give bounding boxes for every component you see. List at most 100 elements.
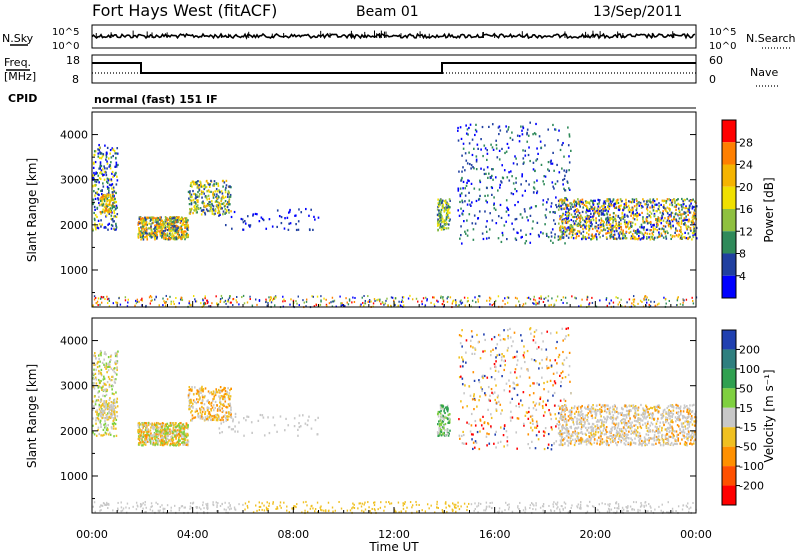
data-cell [646,235,648,239]
data-cell [163,431,166,434]
data-cell [480,148,482,151]
data-cell [101,197,104,201]
ground-scatter-cell [467,299,469,302]
data-cell [570,228,572,231]
data-cell [529,232,532,236]
ground-scatter-cell [402,296,405,299]
data-cell [163,222,166,226]
data-cell [214,414,217,417]
data-cell [634,236,636,239]
data-cell [565,335,567,338]
data-cell [592,209,594,212]
data-cell [461,213,464,216]
data-cell [501,231,504,235]
data-cell [99,360,101,363]
data-cell [100,399,102,403]
data-cell [564,198,566,201]
ground-scatter-cell [163,300,165,303]
data-cell [616,201,618,205]
data-cell [567,236,570,239]
data-cell [457,189,460,192]
data-cell [653,206,655,209]
data-cell [559,235,561,238]
data-cell [107,375,110,379]
data-cell [227,418,229,421]
data-cell [593,214,595,217]
data-cell [102,174,104,177]
data-cell [141,439,143,442]
data-cell [113,201,116,204]
ground-scatter-cell [164,304,167,307]
data-cell [92,424,94,427]
data-cell [138,434,141,437]
ground-scatter-cell [393,299,395,302]
ground-scatter-cell [533,302,535,305]
data-cell [597,198,600,202]
data-cell [488,228,491,231]
data-cell [106,427,109,430]
data-cell [625,198,627,201]
data-cell [112,193,114,196]
ground-scatter-cell [575,297,577,300]
data-cell [568,161,571,164]
data-cell [447,223,450,226]
data-cell [639,231,642,234]
data-cell [466,219,468,222]
ground-scatter-cell [158,304,160,307]
data-cell [438,214,440,217]
data-cell [195,199,198,202]
data-cell [546,364,548,368]
data-cell [197,186,200,190]
data-cell [475,160,478,163]
data-cell [167,441,169,444]
data-cell [288,210,291,213]
data-cell [441,199,444,202]
data-cell [442,408,444,411]
data-cell [105,389,107,392]
data-cell [504,151,506,155]
data-cell [437,202,440,205]
data-cell [112,417,115,420]
data-cell [569,413,571,417]
data-cell [507,126,510,129]
data-cell [195,203,197,206]
data-cell [107,223,109,226]
data-cell [560,220,563,223]
data-cell [188,389,191,392]
data-cell [113,381,116,384]
data-cell [529,446,531,450]
data-cell [516,231,518,234]
data-cell [111,388,113,391]
data-cell [310,427,313,430]
data-cell [479,357,482,360]
data-cell [613,205,615,208]
data-cell [527,153,530,157]
data-cell [439,216,442,220]
data-cell [624,234,627,238]
data-cell [101,403,103,407]
data-cell [160,224,163,227]
data-cell [666,212,669,215]
data-cell [200,183,202,186]
data-cell [188,405,191,409]
data-cell [150,228,153,231]
data-cell [213,193,216,197]
data-cell [574,228,576,231]
ground-scatter-cell [668,299,671,302]
data-cell [629,200,632,203]
data-cell [115,359,118,363]
data-cell [445,213,448,217]
ground-scatter-cell [538,302,540,305]
data-cell [201,394,204,397]
data-cell [478,210,481,213]
data-cell [520,125,522,128]
data-cell [182,438,184,441]
data-cell [441,206,444,209]
data-cell [151,235,153,239]
data-cell [173,425,175,428]
data-cell [515,157,517,160]
data-cell [208,185,211,188]
data-cell [164,439,167,442]
data-cell [92,400,94,403]
data-cell [111,197,114,200]
